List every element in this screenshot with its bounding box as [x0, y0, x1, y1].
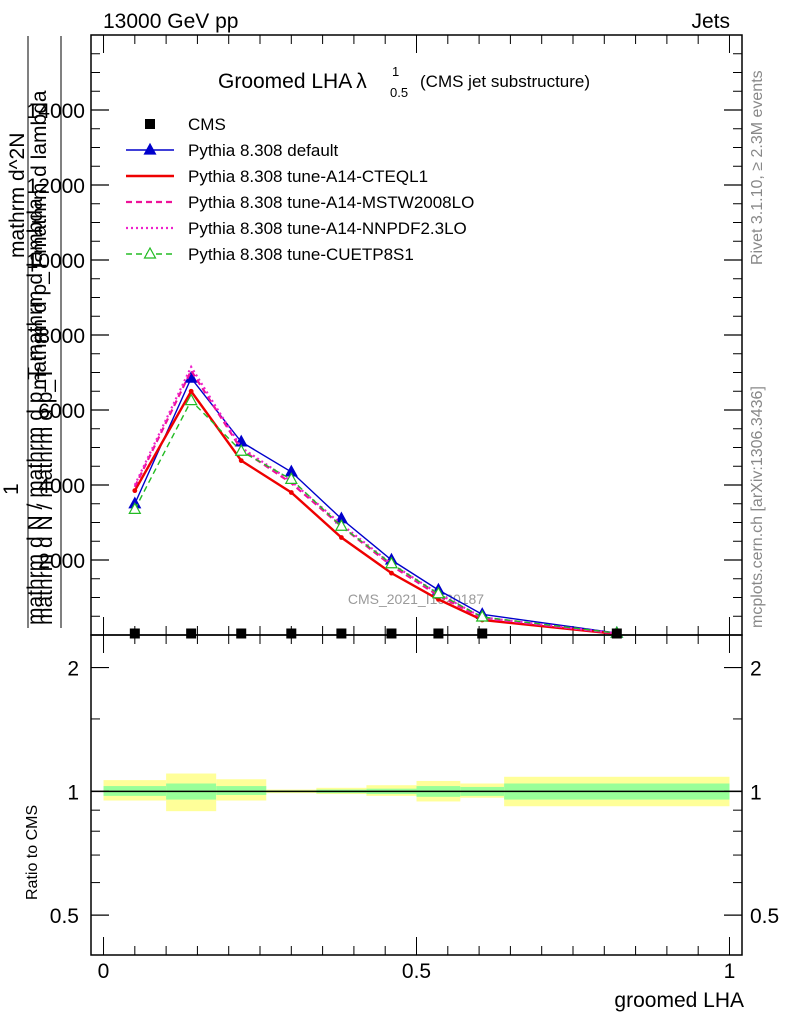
y-tick-label: 8000 [38, 325, 85, 348]
mcplots-label: mcplots.cern.ch [arXiv:1306.3436] [749, 386, 766, 628]
ylabel-line2: 1 [0, 483, 23, 495]
ratio-y-tick-label: 1 [67, 781, 79, 804]
data-point [184, 393, 198, 406]
header-jets: Jets [691, 10, 730, 33]
series-line [134, 399, 617, 634]
data-point [334, 519, 348, 531]
y-tick-label: 4000 [38, 475, 85, 498]
ylabel-line5: mathrm d p_T mathrm d lambda [28, 90, 51, 390]
legend: CMS Pythia 8.308 default Pythia 8.308 tune… [126, 115, 474, 264]
legend-item: Pythia 8.308 tune-CUETP8S1 [126, 245, 414, 264]
y-tick-label: 2000 [38, 550, 85, 573]
data-point [186, 628, 197, 639]
data-point [128, 502, 142, 514]
data-point [431, 586, 445, 599]
main-y-label: mathrm d N / mathrm d p_T mathrm d lambd… [0, 36, 62, 628]
data-point [129, 628, 140, 639]
title-lambda: λ [356, 70, 367, 93]
data-point [188, 388, 194, 394]
legend-item: CMS [145, 115, 226, 134]
x-tick-label: 0.5 [402, 960, 431, 983]
analysis-watermark: CMS_2021_I1920187 [348, 591, 484, 607]
ratio-y-axis: 0.5 0.5 1 1 2 2 [50, 658, 779, 929]
data-point [384, 556, 398, 569]
legend-label: Pythia 8.308 tune-CUETP8S1 [188, 245, 414, 264]
rivet-version-label: Rivet 3.1.10, ≥ 2.3M events [749, 70, 766, 265]
chart-title: Groomed LHA λ 1 0.5 (CMS jet substructure… [218, 64, 590, 100]
legend-marker [143, 246, 157, 259]
title-suffix: (CMS jet substructure) [420, 72, 590, 91]
title-main: Groomed LHA [218, 70, 352, 93]
legend-label: CMS [188, 115, 226, 134]
data-point [234, 444, 248, 456]
ratio-y-tick-label-right: 1 [750, 781, 762, 804]
ratio-x-axis: 0 0.5 1 [98, 635, 736, 983]
data-point [238, 458, 244, 464]
legend-item: Pythia 8.308 tune-A14-NNPDF2.3LO [126, 219, 467, 238]
ylabel-line1: mathrm d N / mathrm d p_T mathrm d lambd… [24, 198, 47, 625]
x-tick-label: 1 [724, 960, 736, 983]
header-energy: 13000 GeV pp [103, 10, 238, 33]
data-point [288, 490, 294, 495]
legend-item: Pythia 8.308 default [126, 141, 339, 160]
data-point [336, 628, 347, 639]
legend-label: Pythia 8.308 tune-A14-CTEQL1 [188, 167, 428, 186]
data-point [475, 609, 489, 622]
ratio-stat-uncertainty-band [216, 786, 267, 795]
y-tick-label: 12000 [27, 175, 85, 198]
series-cms [129, 628, 622, 639]
data-point [284, 472, 298, 484]
ylabel-line3: mathrm d N / mathrm d p_T [34, 367, 57, 625]
y-tick-label: 6000 [38, 400, 85, 423]
x-axis-label: groomed LHA [614, 989, 744, 1012]
data-point [236, 628, 247, 639]
y-tick-label: 10000 [27, 250, 85, 273]
series-layer [128, 364, 624, 639]
ratio-y-label: Ratio to CMS [24, 805, 41, 900]
legend-item: Pythia 8.308 tune-A14-CTEQL1 [126, 167, 428, 186]
x-tick-label: 0 [98, 960, 110, 983]
data-point [389, 570, 394, 576]
main-y-axis: 2000 4000 6000 8000 10000 12000 14000 [27, 53, 742, 617]
series-pythia-8-308-tune-a14-cteql1 [132, 388, 620, 637]
legend-marker [143, 142, 157, 155]
data-point [477, 628, 488, 639]
y-tick-label: 14000 [27, 100, 85, 123]
legend-label: Pythia 8.308 tune-A14-NNPDF2.3LO [188, 219, 467, 238]
ratio-y-tick-label: 0.5 [50, 905, 79, 928]
data-point [286, 628, 297, 639]
title-sup: 1 [392, 64, 399, 79]
data-point [338, 535, 344, 540]
data-point [433, 628, 444, 639]
ylabel-line4: mathrm d^2N [6, 133, 29, 258]
ratio-bands [103, 773, 730, 812]
legend-item: Pythia 8.308 tune-A14-MSTW2008LO [126, 193, 474, 212]
ratio-y-tick-label-right: 2 [750, 658, 762, 681]
data-point [386, 628, 397, 639]
title-sub: 0.5 [390, 85, 408, 100]
legend-label: Pythia 8.308 default [188, 141, 339, 160]
legend-marker [145, 119, 155, 129]
ratio-y-tick-label-right: 0.5 [750, 905, 779, 928]
ratio-y-tick-label: 2 [67, 658, 79, 681]
legend-label: Pythia 8.308 tune-A14-MSTW2008LO [188, 193, 474, 212]
data-point [611, 628, 622, 639]
data-point [132, 488, 138, 494]
